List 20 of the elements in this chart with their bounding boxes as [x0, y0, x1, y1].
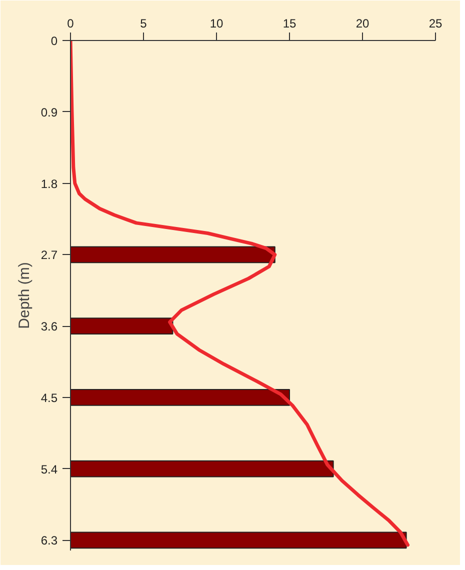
bar — [70, 318, 174, 334]
bar — [70, 532, 407, 549]
y-tick-label: 0.9 — [40, 105, 58, 120]
y-tick-label: 3.6 — [40, 320, 58, 334]
y-tick-label: 2.7 — [40, 248, 58, 262]
y-tick-label: 6.3 — [40, 534, 58, 548]
y-tick-label: 4.5 — [40, 390, 58, 405]
bar — [70, 460, 334, 478]
y-tick-label: 1.8 — [40, 176, 58, 191]
x-tick-label: 25 — [428, 16, 442, 30]
x-tick-label: 20 — [356, 16, 370, 30]
bar — [70, 246, 276, 264]
y-tick-label: 5.4 — [40, 462, 58, 476]
x-tick-label: 5 — [140, 16, 148, 30]
bar — [70, 388, 290, 406]
x-tick-label: 0 — [67, 16, 74, 30]
y-tick-label: 0 — [50, 34, 58, 48]
x-tick-label: 10 — [210, 16, 224, 30]
x-tick-label: 15 — [282, 16, 296, 30]
y-axis-title: Depth (m) — [16, 262, 33, 329]
